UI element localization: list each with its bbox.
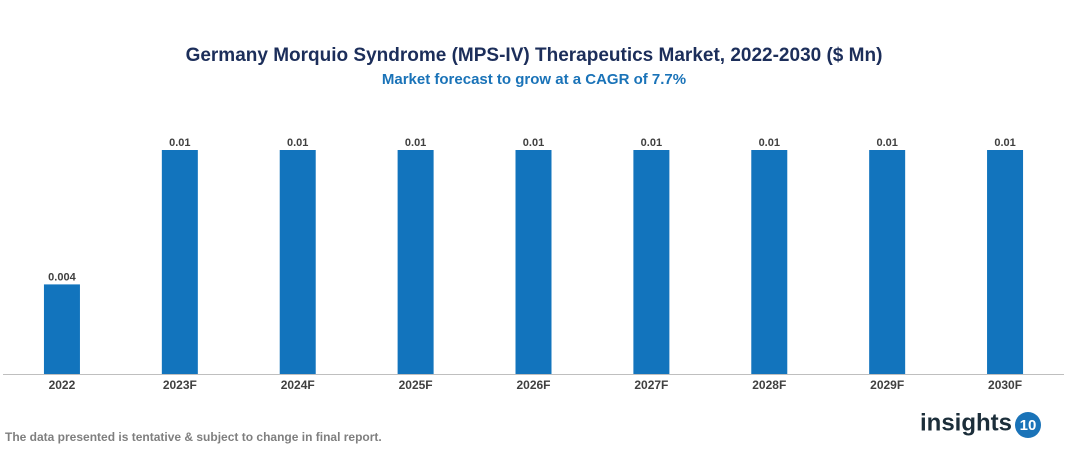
value-label: 0.01 [169,137,190,149]
x-tick-label: 2027F [634,378,668,392]
bar [987,150,1024,374]
x-tick-label: 2026F [516,378,550,392]
value-label: 0.01 [523,137,544,149]
value-label: 0.01 [759,137,780,149]
bar [397,150,434,374]
bar [633,150,670,374]
bar [43,284,80,374]
value-label: 0.01 [287,137,308,149]
x-tick-label: 2024F [281,378,315,392]
x-tick-label: 2023F [163,378,197,392]
chart-subtitle: Market forecast to grow at a CAGR of 7.7… [382,71,686,88]
logo-text: insights [920,409,1012,436]
value-label: 0.01 [405,137,426,149]
value-label: 0.01 [994,137,1015,149]
value-label: 0.004 [48,271,76,283]
bar [279,150,316,374]
x-tick-label: 2029F [870,378,904,392]
bar [161,150,198,374]
footnote: The data presented is tentative & subjec… [5,430,382,444]
x-tick-label: 2028F [752,378,786,392]
bar [869,150,906,374]
logo-badge [1015,412,1041,438]
x-tick-label: 2030F [988,378,1022,392]
x-tick-label: 2025F [399,378,433,392]
logo-badge-text: 10 [1020,417,1037,434]
x-tick-label: 2022 [49,378,76,392]
chart-title: Germany Morquio Syndrome (MPS-IV) Therap… [186,45,883,66]
value-label: 0.01 [876,137,897,149]
value-label: 0.01 [641,137,662,149]
bar [751,150,788,374]
bar [515,150,552,374]
